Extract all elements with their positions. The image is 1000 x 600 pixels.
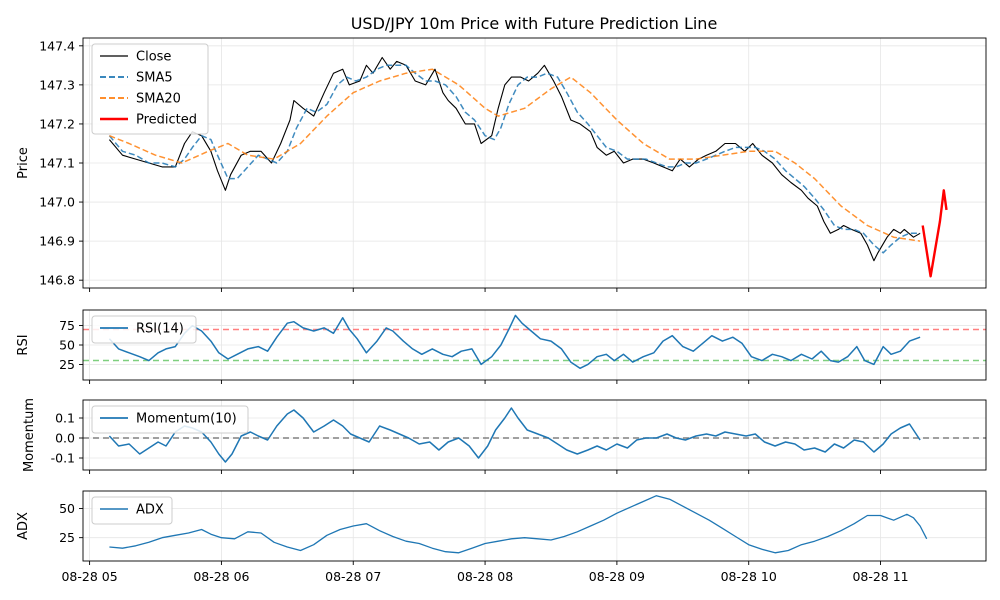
y-tick-label: 146.8 [39,273,75,288]
x-tick-label: 08-28 06 [193,569,249,584]
y-tick-label: 147.3 [39,77,75,92]
y-tick-label: 147.2 [39,116,75,131]
series-line-sma5 [108,64,921,254]
legend-label: ADX [136,503,164,518]
y-tick-label: 146.9 [39,234,75,249]
legend-box [91,315,197,344]
legend: ADX [91,496,173,525]
panels: 146.8 146.9 147.0 147.1 147.2 147.3 147.4 Price… [16,37,987,584]
y-tick-label: 147.4 [39,38,75,53]
legend-box [91,43,209,135]
series-line-rsi-14- [108,314,921,370]
series-line-close [108,56,921,262]
legend-label: SMA20 [136,92,181,107]
legend-label: Close [136,50,171,65]
panel-momentum: -0.1 0.0 0.1 Momentum Momentum(10) [22,398,987,474]
panel-price: 146.8 146.9 147.0 147.1 147.2 147.3 147.4 Price… [16,37,987,292]
legend-label: RSI(14) [136,322,184,337]
y-tick-label: 75 [59,318,75,333]
legend: RSI(14) [91,315,197,344]
legend-box [91,405,249,434]
y-tick-label: -0.1 [51,451,75,466]
y-axis-label: Momentum [22,398,37,472]
chart-title: USD/JPY 10m Price with Future Prediction… [351,14,718,33]
legend: Close SMA5 SMA20 Predicted [91,43,209,135]
legend-label: Predicted [136,113,197,128]
axes-frame [82,490,987,562]
x-tick-label: 08-28 07 [325,569,381,584]
x-tick-label: 08-28 09 [589,569,645,584]
y-tick-label: 0.0 [55,431,75,446]
x-tick-label: 08-28 05 [61,569,117,584]
panel-rsi: 25 50 75 RSI RSI(14) [16,309,987,384]
panel-adx: 25 50 ADX ADX 08-28 05 08-28 06 08-28 07 08-28 … [16,490,987,584]
y-tick-label: 25 [59,357,75,372]
y-tick-label: 147.1 [39,156,75,171]
y-tick-label: 25 [59,530,75,545]
x-tick-label: 08-28 08 [457,569,513,584]
y-tick-label: 50 [59,338,75,353]
series-line-sma20 [109,68,921,242]
y-axis-label: RSI [16,334,31,355]
x-tick-label: 08-28 10 [721,569,777,584]
axes-frame [82,399,987,471]
y-tick-label: 147.0 [39,195,75,210]
series-line-predicted [921,189,948,278]
legend-label: SMA5 [136,71,173,86]
legend: Momentum(10) [91,405,249,434]
series-line-momentum-10- [108,407,921,463]
y-axis-label: Price [16,147,31,179]
legend-box [91,496,173,525]
legend-label: Momentum(10) [136,412,237,427]
series-line-adx [109,495,928,554]
x-tick-label: 08-28 11 [852,569,908,584]
y-axis-label: ADX [16,512,31,540]
y-tick-label: 0.1 [55,411,75,426]
y-tick-label: 50 [59,501,75,516]
